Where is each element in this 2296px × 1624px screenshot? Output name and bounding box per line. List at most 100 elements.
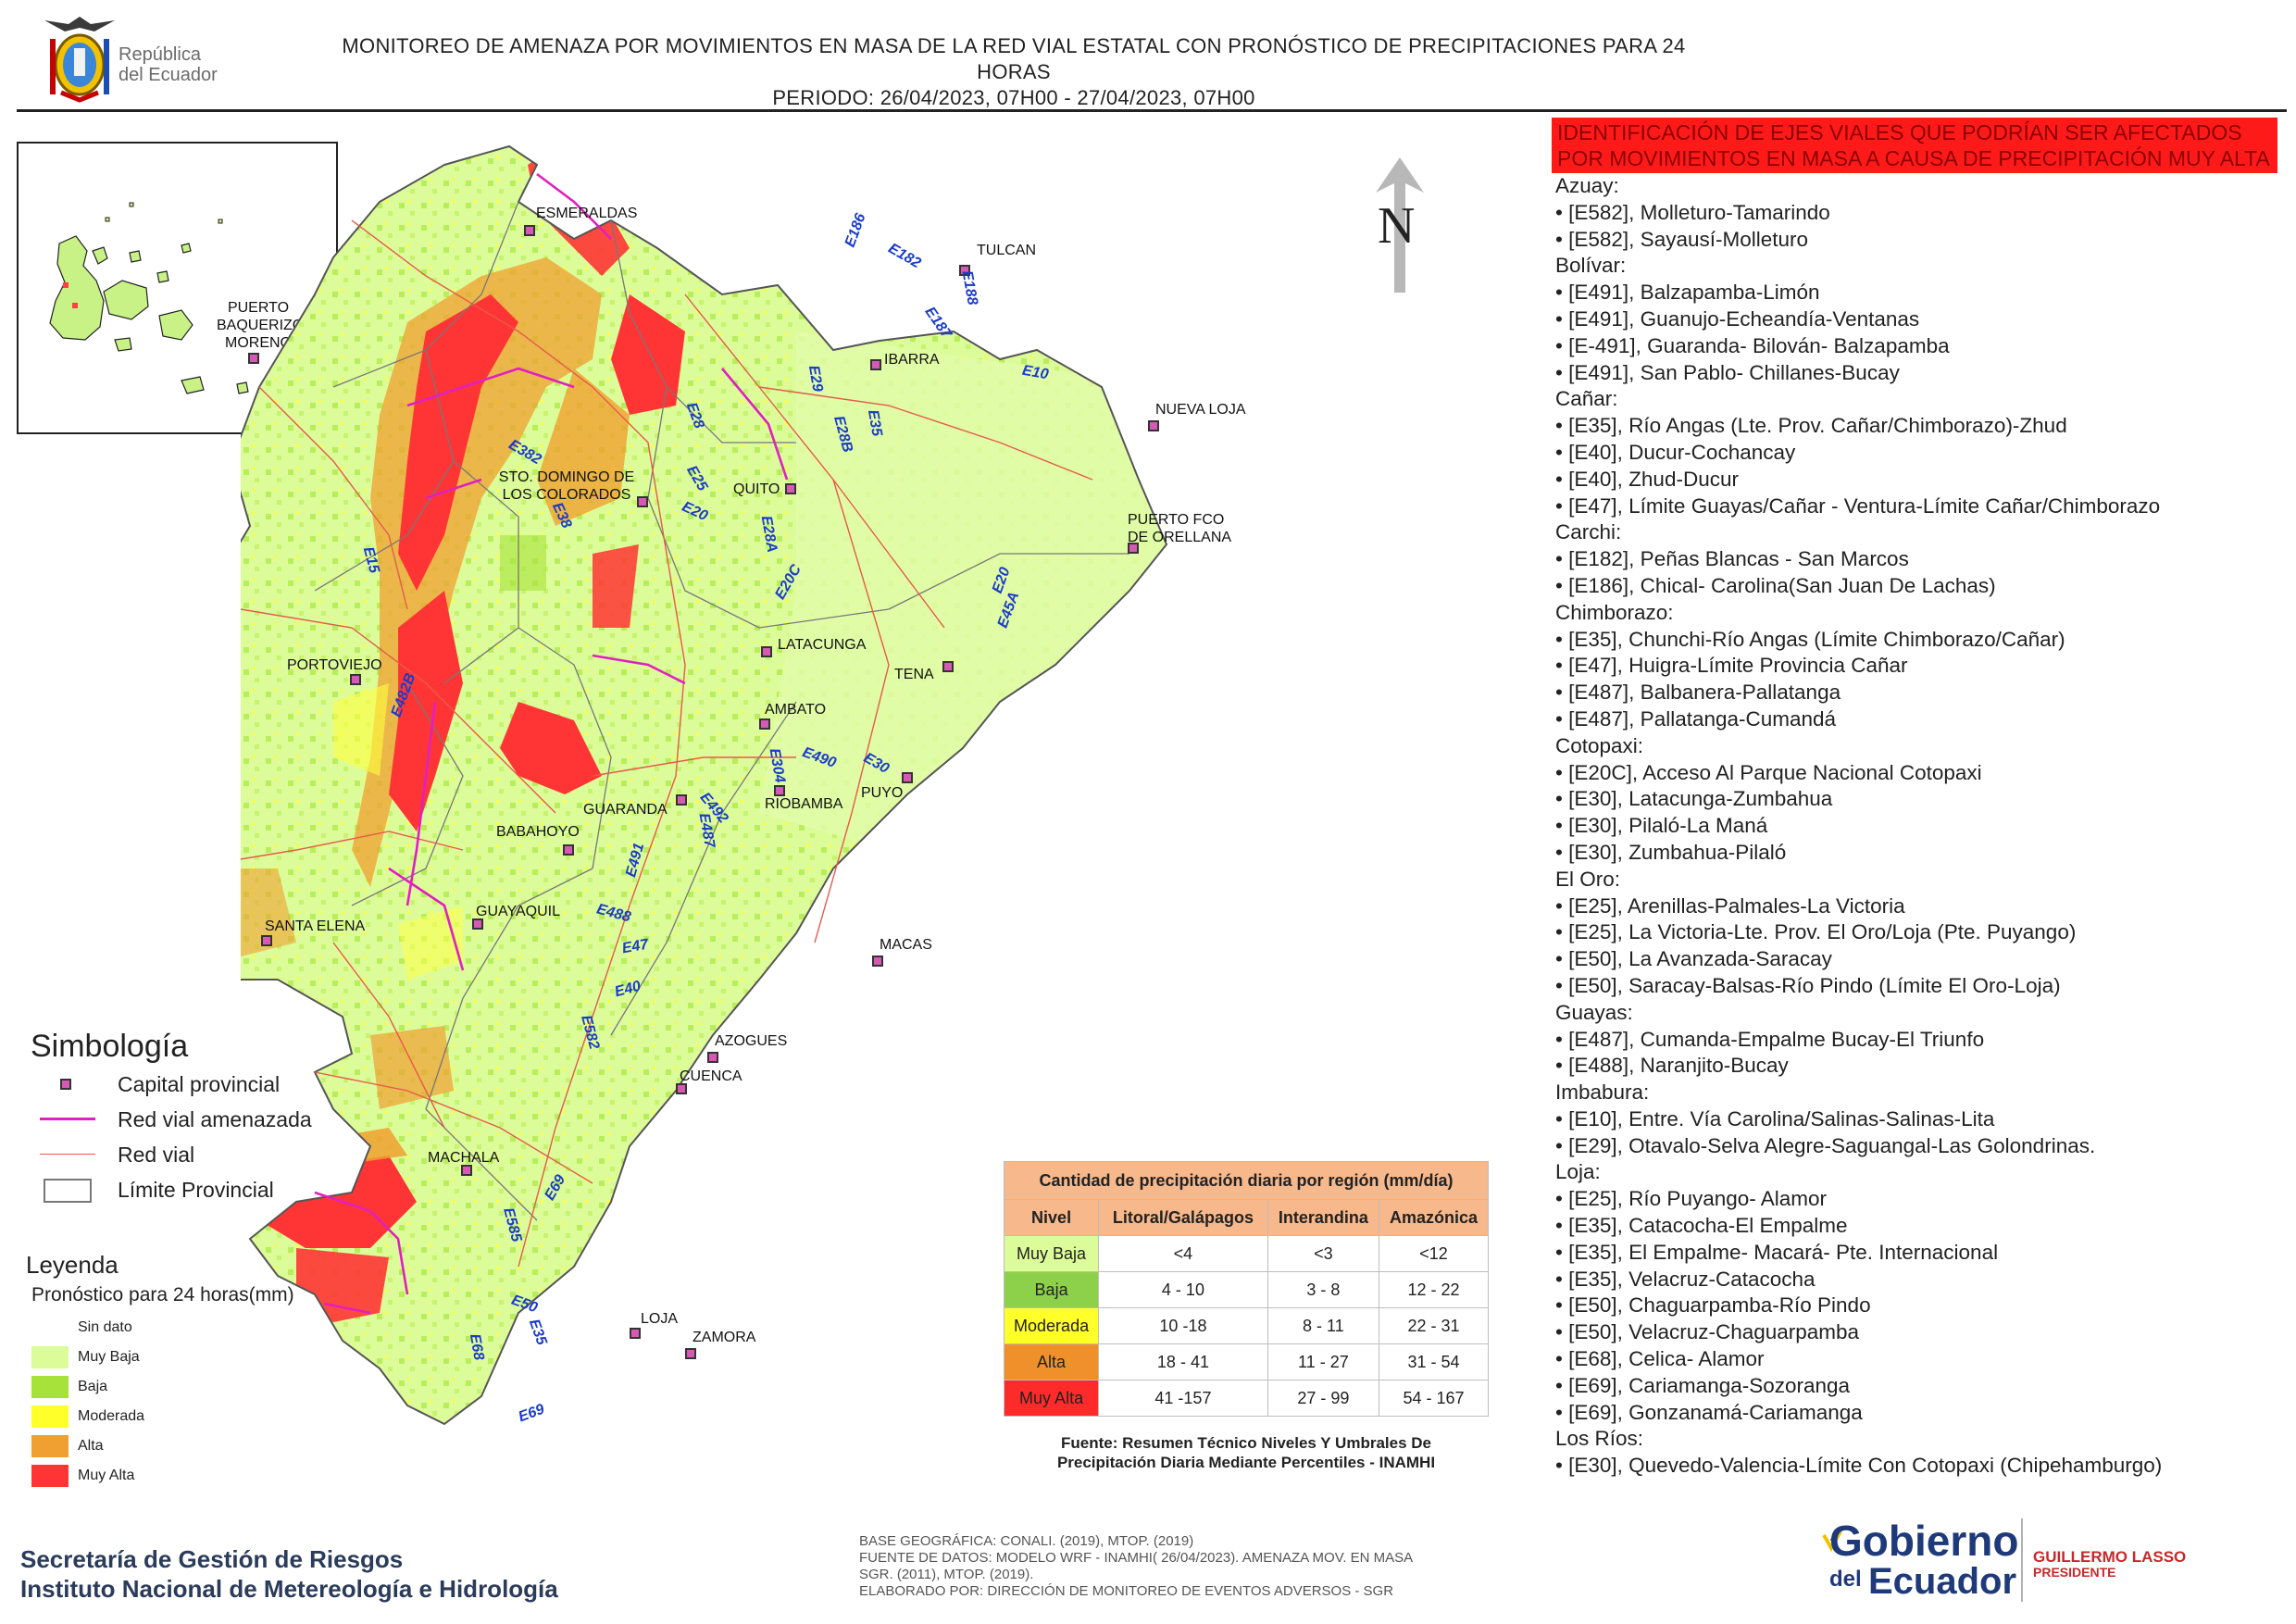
capital-marker: [774, 785, 785, 796]
title-line1: MONITOREO DE AMENAZA POR MOVIMIENTOS EN …: [342, 34, 1686, 83]
place-label-macas: MACAS: [880, 937, 932, 953]
legend-item: Muy Baja: [31, 1343, 378, 1372]
affected-road-item: • [E47], Límite Guayas/Cañar - Ventura-L…: [1555, 493, 2161, 518]
logo-text-line2: del Ecuador: [119, 65, 218, 85]
value-cell: 31 - 54: [1378, 1343, 1490, 1380]
affected-road-item: • [E40], Zhud-Ducur: [1555, 467, 1739, 491]
symbology-item: Red vial: [31, 1137, 382, 1172]
affected-road-item: • [E582], Molleturo-Tamarindo: [1555, 200, 1830, 224]
province-heading: Cotopaxi:: [1555, 733, 1644, 757]
capital-marker: [637, 496, 648, 507]
table-row: Muy Alta 41 -157 27 - 99 54 - 167: [1003, 1380, 1490, 1417]
value-cell: 22 - 31: [1378, 1307, 1490, 1344]
president-title: PRESIDENTE: [2033, 1565, 2116, 1580]
table-header: Amazónica: [1378, 1199, 1490, 1236]
province-heading: Loja:: [1555, 1160, 1601, 1184]
legend-label: Baja: [78, 1379, 108, 1394]
place-label-loja: LOJA: [641, 1311, 679, 1327]
symbology-legend: Simbología Capital provincial Red vial a…: [31, 1026, 382, 1207]
page-title: MONITOREO DE AMENAZA POR MOVIMIENTOS EN …: [306, 33, 1722, 111]
place-label-ibarra: IBARRA: [884, 352, 940, 368]
affected-road-item: • [E582], Sayausí-Molleturo: [1555, 227, 1809, 251]
place-label-guaranda: GUARANDA: [583, 802, 668, 818]
capital-marker: [1148, 420, 1159, 431]
place-label-puyo: PUYO: [861, 785, 904, 801]
province-heading: Cañar:: [1555, 387, 1618, 411]
table-header: Interandina: [1267, 1199, 1379, 1236]
capital-marker: [261, 935, 272, 946]
table-caption: Cantidad de precipitación diaria por reg…: [1004, 1161, 1489, 1200]
province-heading: El Oro:: [1555, 867, 1621, 891]
capital-marker: [902, 772, 913, 783]
place-label-tena: TENA: [894, 667, 934, 682]
value-cell: <3: [1267, 1235, 1379, 1272]
table-body: Muy Baja <4 <3 <12 Baja 4 - 10 3 - 8 12 - 22 Mod…: [1003, 1235, 1490, 1417]
value-cell: 27 - 99: [1267, 1380, 1379, 1417]
legend-item: Muy Alta: [31, 1461, 378, 1491]
affected-road-item: • [E491], Balzapamba-Limón: [1555, 281, 1820, 305]
place-label-guayaquil: GUAYAQUIL: [476, 904, 560, 919]
capital-marker: [1128, 543, 1139, 554]
affected-road-item: • [E35], Río Angas (Lte. Prov. Cañar/Chi…: [1555, 414, 2067, 438]
affected-road-item: • [E25], La Victoria-Lte. Prov. El Oro/L…: [1555, 920, 2077, 944]
capital-marker: [350, 674, 361, 685]
note-line: BASE GEOGRÁFICA: CONALI. (2019), MTOP. (…: [859, 1533, 1194, 1549]
place-label-babahoyo: BABAHOYO: [496, 824, 580, 840]
province-heading: Carchi:: [1555, 520, 1622, 544]
place-label-santo-domingo: STO. DOMINGO DE LOS COLORADOS: [498, 469, 635, 503]
affected-roads-panel: IDENTIFICACIÓN DE EJES VIALES QUE PODRÍA…: [1552, 118, 2277, 1480]
place-label-quito: QUITO: [733, 481, 780, 497]
province-heading: Bolívar:: [1555, 254, 1627, 278]
table-header: Litoral/Galápagos: [1098, 1199, 1268, 1236]
institution-line: Secretaría de Gestión de Riesgos: [20, 1545, 404, 1573]
place-label-orellana: PUERTO FCO DE ORELLANA: [1128, 512, 1232, 545]
forecast-legend: Leyenda Pronóstico para 24 horas(mm) Sin…: [26, 1248, 378, 1491]
value-cell: 3 - 8: [1267, 1271, 1379, 1308]
value-cell: <12: [1378, 1235, 1490, 1272]
value-cell: <4: [1098, 1235, 1268, 1272]
value-cell: 4 - 10: [1098, 1271, 1268, 1308]
affected-road-item: • [E25], Arenillas-Palmales-La Victoria: [1555, 893, 1905, 918]
president-name: GUILLERMO LASSO: [2033, 1548, 2187, 1566]
level-cell: Muy Alta: [1003, 1380, 1100, 1417]
legend-item: Sin dato: [31, 1313, 378, 1343]
threatened-road-line-icon: [40, 1108, 95, 1131]
province-heading: Azuay:: [1555, 174, 1619, 197]
affected-road-item: • [E488], Naranjito-Bucay: [1555, 1054, 1789, 1078]
place-label-puerto-baquerizo: PUERTO BAQUERIZO MORENO: [217, 300, 305, 351]
place-label-riobamba: RIOBAMBA: [765, 796, 843, 812]
capital-marker: [785, 483, 796, 494]
table-source: Fuente: Resumen Técnico Niveles Y Umbral…: [1004, 1433, 1489, 1472]
affected-roads-heading: IDENTIFICACIÓN DE EJES VIALES QUE PODRÍA…: [1552, 118, 2277, 173]
legend-label: Muy Alta: [78, 1468, 135, 1483]
legend-item: Moderada: [31, 1402, 378, 1431]
table-row: Moderada 10 -18 8 - 11 22 - 31: [1003, 1307, 1490, 1344]
affected-road-item: • [E35], El Empalme- Macará- Pte. Intern…: [1555, 1240, 1999, 1264]
level-cell: Moderada: [1003, 1307, 1100, 1344]
value-cell: 18 - 41: [1098, 1343, 1268, 1380]
legend-items: Sin dato Muy Baja Baja Moderada Alta Muy Alta: [31, 1313, 378, 1491]
capital-marker: [759, 718, 770, 730]
affected-road-item: • [E50], Chaguarpamba-Río Pindo: [1555, 1293, 1871, 1318]
place-label-tulcan: TULCAN: [977, 243, 1037, 258]
value-cell: 8 - 11: [1267, 1307, 1379, 1344]
legend-label: Moderada: [78, 1408, 145, 1424]
title-period: PERIODO: 26/04/2023, 07H00 - 27/04/2023,…: [772, 86, 1255, 109]
capital-marker: [761, 646, 772, 657]
gov-logo-word3: Ecuador: [1868, 1561, 2017, 1602]
level-cell: Muy Baja: [1003, 1235, 1100, 1272]
affected-road-item: • [E35], Chunchi-Río Angas (Límite Chimb…: [1555, 627, 2065, 651]
affected-road-item: • [E30], Pilaló-La Maná: [1555, 814, 1768, 838]
capital-marker: [461, 1165, 472, 1176]
legend-subtitle: Pronóstico para 24 horas(mm): [31, 1284, 294, 1305]
symbology-title: Simbología: [31, 1029, 189, 1064]
symbology-item: Límite Provincial: [31, 1172, 382, 1207]
value-cell: 10 -18: [1098, 1307, 1268, 1344]
place-label-latacunga: LATACUNGA: [778, 637, 867, 653]
capital-marker: [707, 1052, 718, 1063]
capital-marker: [676, 794, 687, 806]
capital-marker: [630, 1328, 641, 1339]
affected-road-item: • [E491], Guanujo-Echeandía-Ventanas: [1555, 306, 1920, 331]
affected-road-item: • [E20C], Acceso Al Parque Nacional Coto…: [1555, 760, 1982, 784]
legend-swatch: [31, 1317, 69, 1339]
